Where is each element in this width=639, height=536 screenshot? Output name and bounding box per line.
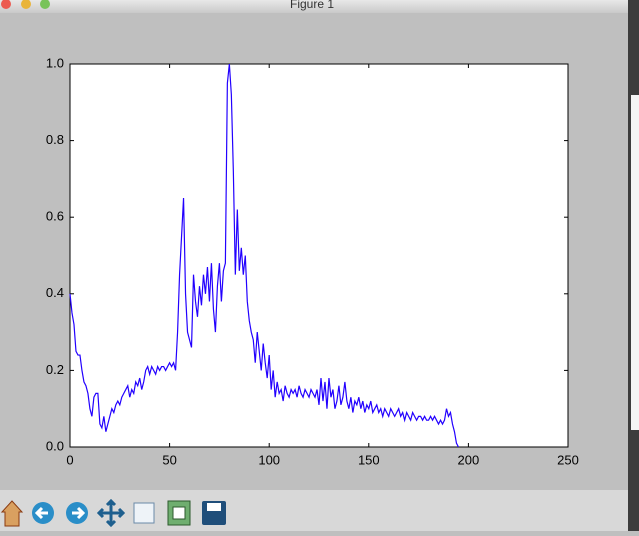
y-tick-label: 0.0 — [46, 438, 64, 453]
home-button[interactable] — [0, 500, 24, 527]
back-arrow — [34, 506, 48, 520]
toolbar — [0, 490, 628, 531]
minimize-button[interactable] — [21, 0, 31, 9]
x-tick-label: 150 — [358, 452, 380, 467]
title-bar — [0, 0, 628, 13]
plot: 0.0 0.2 0.4 0.6 0.8 1.0 0 50 100 150 200 250 — [46, 55, 579, 467]
y-tick-label: 0.6 — [46, 209, 64, 224]
subplots-icon — [172, 506, 186, 520]
zoom-rect-button[interactable] — [133, 502, 155, 524]
background-window-content — [631, 95, 639, 430]
data-line — [69, 63, 459, 448]
y-tick-label: 0.8 — [46, 132, 64, 147]
x-tick-label: 200 — [458, 452, 480, 467]
x-tick-label: 100 — [258, 452, 280, 467]
x-tick-label: 250 — [557, 452, 579, 467]
y-tick-label: 0.4 — [46, 285, 64, 300]
plot-area — [69, 63, 569, 448]
y-tick-label: 0.2 — [46, 362, 64, 377]
zoom-button[interactable] — [40, 0, 50, 9]
toolbar-buttons — [0, 498, 226, 528]
y-tick-label: 1.0 — [46, 55, 64, 70]
x-tick-label: 50 — [162, 452, 176, 467]
forward-arrow — [72, 506, 86, 520]
save-icon-label — [207, 503, 221, 511]
x-tick-label: 0 — [66, 452, 73, 467]
window-title: Figure 1 — [290, 0, 334, 11]
pan-button[interactable] — [96, 498, 126, 528]
close-button[interactable] — [1, 0, 11, 9]
